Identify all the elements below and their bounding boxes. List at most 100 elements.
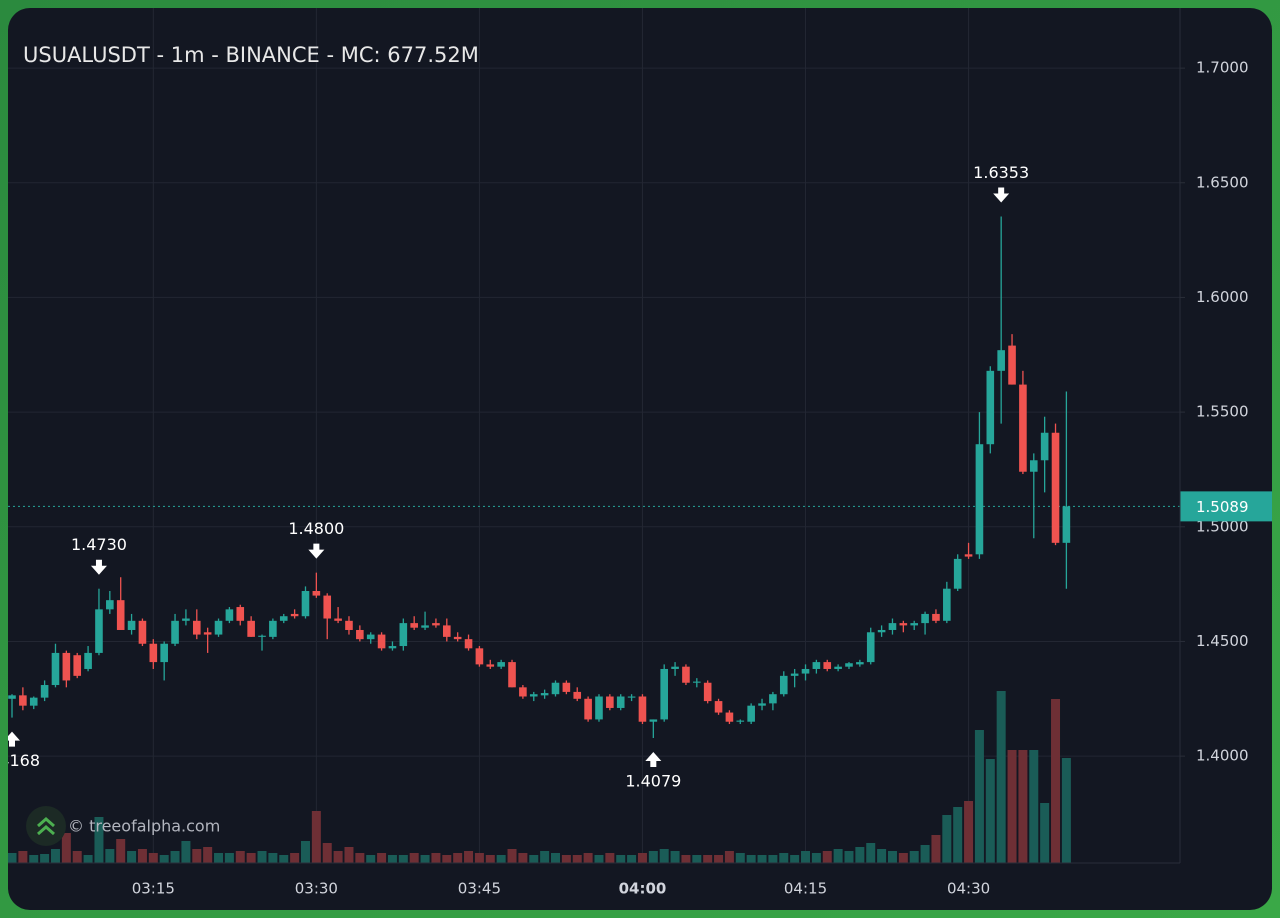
volume-bar xyxy=(942,815,952,863)
candle-body xyxy=(584,698,592,720)
candle-body xyxy=(279,616,288,621)
candle-body xyxy=(1008,345,1016,385)
candle-body xyxy=(997,350,1005,371)
candle-body xyxy=(769,694,777,704)
annotation-label: 1.6353 xyxy=(973,163,1029,182)
candle-body xyxy=(247,620,255,637)
candle-body xyxy=(8,695,16,699)
candle-body xyxy=(671,666,679,669)
chart-title: USUALUSDT - 1m - BINANCE - MC: 677.52M xyxy=(23,43,479,67)
annotation-label: 1.4800 xyxy=(288,519,344,538)
candle-body xyxy=(95,609,103,653)
volume-bar xyxy=(822,851,832,863)
volume-bar xyxy=(50,849,60,863)
candle-body xyxy=(453,636,462,640)
candle-body xyxy=(975,444,984,555)
volume-bar xyxy=(735,853,745,863)
volume-bar xyxy=(453,853,463,863)
candle-body xyxy=(779,675,788,695)
candle-body xyxy=(334,618,342,621)
candle-body xyxy=(366,634,375,640)
volume-bar xyxy=(931,835,941,863)
candle-body xyxy=(236,607,245,621)
volume-bar xyxy=(83,855,93,863)
volume-bar xyxy=(877,849,887,863)
volume-bar xyxy=(485,855,495,863)
volume-bar xyxy=(974,730,984,863)
annotation-arrow xyxy=(90,559,107,575)
volume-bar xyxy=(203,847,213,863)
volume-bar xyxy=(257,851,267,863)
volume-bar xyxy=(855,847,865,863)
x-tick-label: 03:15 xyxy=(132,880,175,898)
volume-bar xyxy=(920,845,930,863)
candle-body xyxy=(736,720,745,722)
candle-body xyxy=(508,662,516,688)
y-tick-label: 1.4000 xyxy=(1196,747,1249,765)
candle-body xyxy=(519,687,527,697)
volume-bar xyxy=(355,853,365,863)
volume-bar xyxy=(1029,750,1039,863)
watermark: © treeofalpha.com xyxy=(68,817,220,836)
volume-bar xyxy=(344,847,354,863)
volume-bar xyxy=(551,853,560,863)
candle-body xyxy=(1040,432,1049,461)
annotation-arrow xyxy=(8,731,20,747)
candle-body xyxy=(834,666,842,669)
volume-bar xyxy=(757,855,767,863)
candle-body xyxy=(62,652,71,681)
candle-body xyxy=(225,609,234,621)
candle-body xyxy=(443,625,451,637)
candle-body xyxy=(214,620,223,635)
annotation-arrow xyxy=(993,187,1010,203)
watermark-logo xyxy=(26,806,66,846)
x-tick-label: 04:30 xyxy=(947,880,990,898)
volume-bar xyxy=(529,855,539,863)
candle-body xyxy=(1051,432,1060,543)
volume-bar xyxy=(811,853,821,863)
candle-body xyxy=(790,673,799,676)
panel xyxy=(8,8,1272,910)
candle-body xyxy=(693,681,701,683)
volume-bar xyxy=(214,853,224,863)
volume-bar xyxy=(507,849,517,863)
volume-bar xyxy=(377,853,387,863)
candle-body xyxy=(703,682,712,702)
candle-body xyxy=(269,620,277,637)
candle-body xyxy=(953,558,962,589)
volume-bar xyxy=(387,855,397,863)
volume-bar xyxy=(637,853,647,863)
candle-body xyxy=(877,629,886,633)
volume-bar xyxy=(768,855,778,863)
volume-bar xyxy=(235,851,245,863)
volume-bar xyxy=(61,833,71,863)
volume-bar xyxy=(724,851,734,863)
x-tick-label: 03:30 xyxy=(295,880,338,898)
candle-body xyxy=(301,590,310,617)
volume-bar xyxy=(1007,750,1017,863)
volume-bar xyxy=(605,853,615,863)
candle-body xyxy=(932,613,940,621)
candle-body xyxy=(399,623,408,647)
volume-bar xyxy=(616,855,626,863)
candle-body xyxy=(758,703,766,706)
annotation-arrow xyxy=(308,543,325,559)
volume-bar xyxy=(442,855,452,863)
candle-body xyxy=(182,618,190,621)
volume-bar xyxy=(844,851,854,863)
volume-bar xyxy=(1061,758,1071,863)
volume-bar xyxy=(279,855,289,863)
volume-bar xyxy=(268,853,278,863)
volume-bar xyxy=(246,853,256,863)
volume-bar xyxy=(311,811,321,863)
candle-body xyxy=(725,712,734,722)
candle-body xyxy=(160,643,168,663)
candle-body xyxy=(127,620,136,630)
volume-bar xyxy=(1051,699,1061,863)
y-tick-label: 1.5500 xyxy=(1196,403,1249,421)
volume-bar xyxy=(290,853,300,863)
volume-bar xyxy=(909,851,919,863)
candle-body xyxy=(964,554,973,557)
volume-bar xyxy=(583,853,593,863)
candle-body xyxy=(323,595,332,619)
